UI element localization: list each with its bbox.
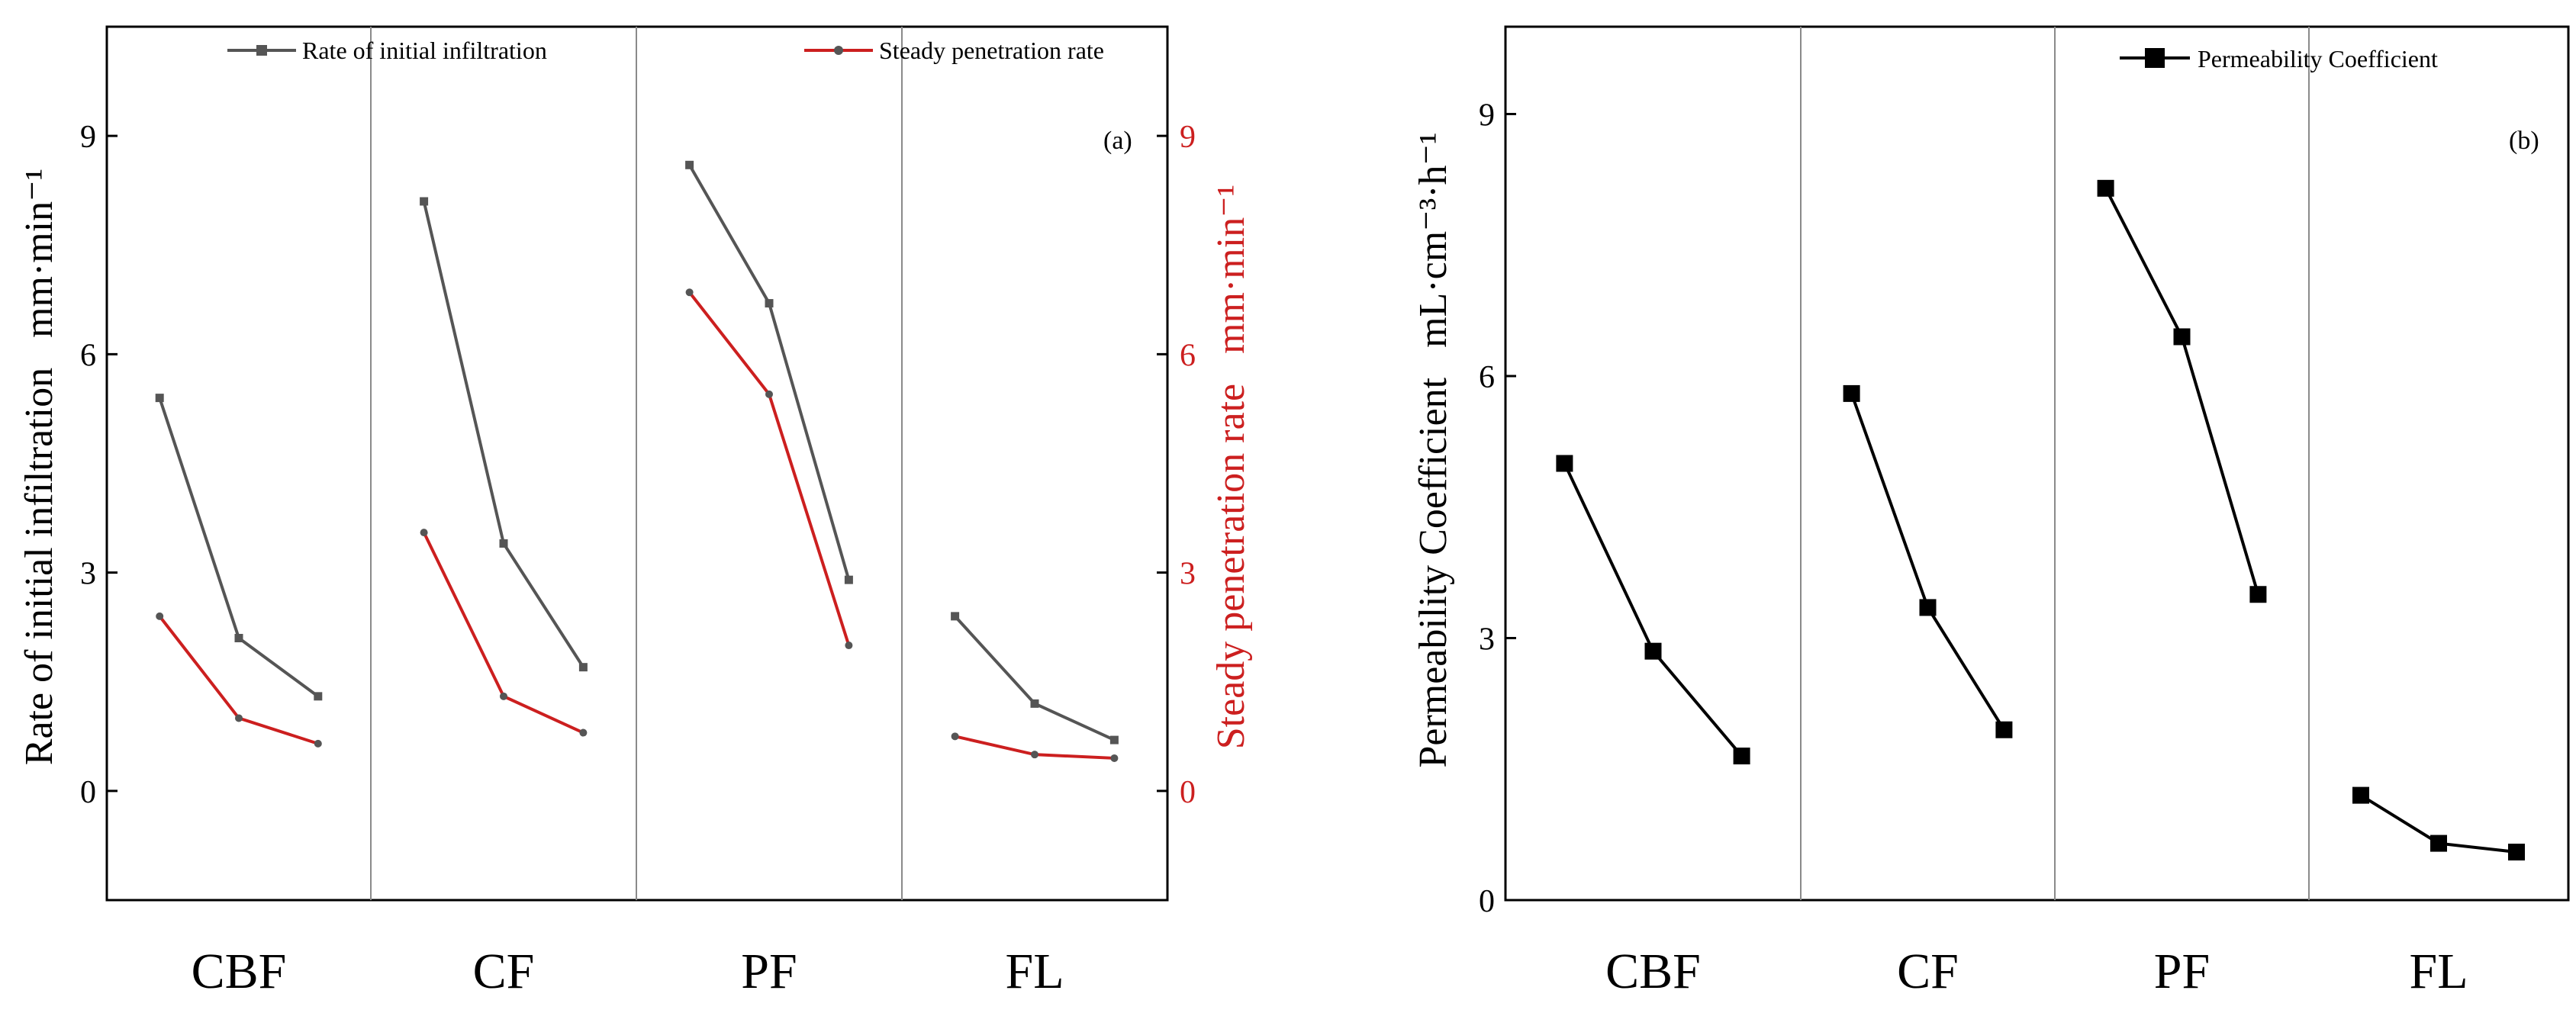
b-perm-point: [2173, 328, 2191, 346]
b-y-tick-label: 3: [1479, 622, 1495, 658]
panel-a-group-labels: CBF CF PF FL: [192, 944, 1064, 999]
b-perm-point: [2097, 179, 2114, 197]
b-perm-point: [1843, 384, 1860, 402]
a-steady-point: [420, 529, 428, 537]
panel-a-label: (a): [1103, 127, 1132, 155]
a-y-tick-label: 0: [80, 775, 96, 810]
b-y-tick-label: 6: [1479, 360, 1495, 395]
a-steady-point: [1110, 754, 1119, 762]
panel-b-frame: [1504, 25, 2570, 902]
a-initial-point: [420, 197, 429, 206]
legend-initial-label: Rate of initial infiltration: [302, 37, 547, 64]
b-perm-point: [2352, 786, 2369, 804]
a-steady-point: [579, 728, 588, 737]
a-initial-point: [1030, 699, 1039, 708]
panel-a-left-axis-unit: mm·min⁻¹: [18, 169, 61, 338]
b-group-label-pf: PF: [2154, 944, 2210, 999]
a-group-label-pf: PF: [741, 944, 797, 999]
a-y-tick-label: 6: [80, 338, 96, 373]
a-initial-point: [578, 663, 588, 672]
b-perm-point: [1919, 599, 1937, 616]
a-initial-line-fl: [954, 615, 1116, 741]
a-right-y-tick-label: 3: [1180, 557, 1196, 592]
b-perm-point: [1644, 642, 1662, 660]
panel-a-right-axis-title: Steady penetration rate mm·min⁻¹: [1209, 185, 1253, 750]
a-initial-point: [765, 299, 774, 308]
panel-b-dividers: [1800, 27, 2310, 900]
a-steady-point: [314, 739, 322, 748]
panel-a-right-axis-title-text: Steady penetration rate: [1209, 384, 1253, 749]
legend-steady-label: Steady penetration rate: [879, 37, 1104, 64]
a-steady-point: [845, 642, 853, 650]
b-group-label-cbf: CBF: [1605, 944, 1701, 999]
a-group-label-fl: FL: [1005, 944, 1064, 999]
b-perm-point: [1733, 748, 1750, 765]
a-steady-point: [951, 732, 959, 741]
b-perm-line-pf: [2104, 187, 2260, 595]
panel-a-dividers: [370, 27, 903, 900]
panel-b-axis-title-text: Permeability Coefficient: [1412, 377, 1455, 767]
panel-a-right-axis: 0 3 6 9: [1157, 120, 1196, 810]
a-group-label-cf: CF: [473, 944, 535, 999]
legend-panel-a: Rate of initial infiltration Steady pene…: [227, 37, 1104, 64]
a-initial-point: [314, 692, 323, 701]
a-initial-point: [1109, 735, 1119, 744]
b-y-tick-label: 0: [1479, 884, 1495, 919]
panel-b-series: [1556, 179, 2525, 861]
a-initial-point: [499, 539, 508, 548]
a-initial-line-cbf: [158, 397, 319, 698]
a-initial-line-pf: [687, 164, 851, 580]
a-steady-point: [500, 692, 507, 700]
a-initial-point: [155, 394, 164, 403]
a-steady-point: [235, 714, 243, 722]
a-initial-point: [685, 160, 694, 169]
panel-a-left-axis-title-text: Rate of initial infiltration: [18, 368, 61, 765]
a-steady-point: [156, 612, 164, 620]
a-right-y-tick-label: 0: [1180, 775, 1196, 810]
b-perm-line-cbf: [1563, 462, 1744, 757]
b-y-tick-label: 9: [1479, 98, 1495, 133]
b-perm-point: [2508, 844, 2525, 861]
legend-perm-label: Permeability Coefficient: [2198, 45, 2438, 72]
b-perm-point: [1995, 721, 2013, 738]
b-perm-point: [2249, 586, 2267, 603]
a-steady-line-pf: [688, 291, 851, 646]
a-group-label-cbf: CBF: [192, 944, 287, 999]
legend-perm-marker: [2145, 48, 2165, 68]
panel-b-axis-title: Permeability Coefficient mL·cm⁻³·h⁻¹: [1412, 132, 1455, 767]
b-group-label-cf: CF: [1897, 944, 1959, 999]
panel-b-axis-unit: mL·cm⁻³·h⁻¹: [1412, 132, 1455, 347]
a-initial-point: [234, 634, 243, 642]
panel-b-group-labels: CBF CF PF FL: [1605, 944, 2468, 999]
a-initial-point: [951, 612, 960, 621]
legend-steady-marker: [834, 46, 843, 55]
panel-b-label: (b): [2509, 127, 2539, 155]
panel-a-left-axis: 0 3 6 9: [80, 120, 118, 810]
legend-initial-marker: [256, 45, 267, 56]
panel-b: 0 3 6 9 CBF CF PF FL Permeability Coefficient …: [1412, 25, 2570, 999]
panel-b-y-axis: 0 3 6 9: [1479, 98, 1516, 919]
a-right-y-tick-label: 9: [1180, 120, 1196, 155]
a-right-y-tick-label: 6: [1180, 338, 1196, 373]
a-steady-point: [1031, 751, 1038, 759]
panel-a-left-axis-title: Rate of initial infiltration mm·min⁻¹: [18, 169, 61, 765]
panel-a-right-axis-unit: mm·min⁻¹: [1209, 185, 1253, 354]
b-group-label-fl: FL: [2409, 944, 2468, 999]
a-y-tick-label: 3: [80, 557, 96, 592]
b-perm-point: [1556, 455, 1573, 472]
panel-a-series: [155, 160, 1119, 762]
b-perm-point: [2430, 835, 2447, 852]
a-steady-point: [765, 390, 773, 398]
a-initial-line-cf: [422, 201, 585, 668]
a-y-tick-label: 9: [80, 120, 96, 155]
a-initial-point: [844, 575, 853, 584]
a-steady-point: [685, 288, 694, 297]
panel-a: 0 3 6 9 0 3 6 9 CBF CF PF FL Rate of initial infi…: [18, 25, 1253, 999]
legend-panel-b: Permeability Coefficient: [2120, 45, 2438, 72]
b-perm-line-cf: [1850, 393, 2006, 731]
